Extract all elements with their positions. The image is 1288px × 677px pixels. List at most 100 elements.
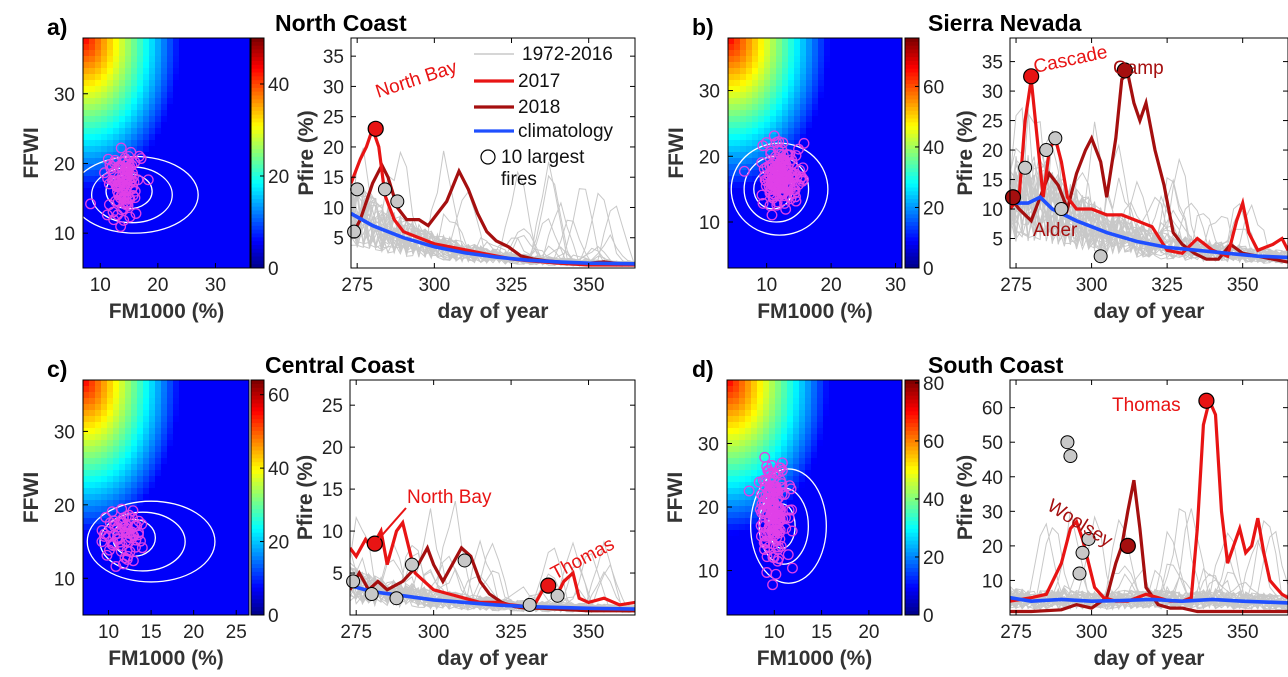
heatmap-cell <box>787 530 794 537</box>
heatmap-cell <box>728 128 735 135</box>
heatmap-cell <box>89 416 96 423</box>
heatmap-cell <box>847 446 854 453</box>
heatmap-cell <box>137 512 144 519</box>
heatmap-cell <box>239 242 246 249</box>
heatmap-cell <box>763 530 770 537</box>
heatmap-cell <box>818 86 825 93</box>
heatmap-cell <box>245 62 251 69</box>
heatmap-cell <box>83 440 90 447</box>
heatmap-cell <box>89 422 96 429</box>
heatmap-cell <box>734 170 741 177</box>
colorbar-step <box>905 225 919 231</box>
heatmap-cell <box>728 122 735 129</box>
heatmap-cell <box>794 74 801 81</box>
colorbar-frame <box>250 37 265 269</box>
heatmap-cell <box>215 62 222 69</box>
heatmap-cell <box>788 92 795 99</box>
heatmap-cell <box>239 200 246 207</box>
heatmap-cell <box>233 236 240 243</box>
heatmap-cell <box>185 236 192 243</box>
heatmap-cell <box>89 218 96 225</box>
heatmap-cell <box>95 500 102 507</box>
heatmap-cell <box>752 74 759 81</box>
heatmap-cell <box>842 218 849 225</box>
heatmap-cell <box>883 440 890 447</box>
heatmap-cell <box>853 470 860 477</box>
heatmap-cell <box>239 602 246 609</box>
colorbar-step <box>251 133 264 139</box>
heatmap-cell <box>95 212 102 219</box>
x-tick-label: 10 <box>90 275 111 296</box>
heatmap-cell <box>860 122 867 129</box>
heatmap-cell <box>209 524 216 531</box>
heatmap-cell <box>179 164 186 171</box>
heatmap-cell <box>113 464 120 471</box>
heatmap-cell <box>173 68 180 75</box>
heatmap-cell <box>865 404 872 411</box>
heatmap-cell <box>727 422 734 429</box>
heatmap-cell <box>161 146 168 153</box>
heatmap-cell <box>896 44 903 51</box>
heatmap-cell <box>728 110 735 117</box>
heatmap-cell <box>865 458 872 465</box>
heatmap-cell <box>197 410 204 417</box>
heatmap-cell <box>883 536 890 543</box>
heatmap-cell <box>209 548 216 555</box>
heatmap-cell <box>745 470 752 477</box>
heatmap-cell <box>191 578 198 585</box>
heatmap-cell <box>752 92 759 99</box>
heatmap-cell <box>740 116 747 123</box>
heatmap-cell <box>805 386 812 393</box>
heatmap-cell <box>787 458 794 465</box>
heatmap-cell <box>83 494 90 501</box>
heatmap-cell <box>823 536 830 543</box>
heatmap-cell <box>745 518 752 525</box>
heatmap-cell <box>836 128 843 135</box>
labeled-fire-marker <box>367 120 384 137</box>
heatmap-cell <box>239 506 246 513</box>
heatmap-cell <box>179 50 186 57</box>
heatmap-cell <box>203 548 210 555</box>
heatmap-cell <box>107 266 114 269</box>
heatmap-cell <box>239 50 246 57</box>
heatmap-cell <box>125 584 132 591</box>
heatmap-cell <box>890 134 897 141</box>
y-tick-label: 30 <box>982 82 1003 103</box>
heatmap-cell <box>829 530 836 537</box>
heatmap-cell <box>179 182 186 189</box>
heatmap-cell <box>221 470 228 477</box>
heatmap-cell <box>829 464 836 471</box>
heatmap-cell <box>161 182 168 189</box>
heatmap-cell <box>817 518 824 525</box>
heatmap-cell <box>836 218 843 225</box>
heatmap-cell <box>209 392 216 399</box>
heatmap-cell <box>137 122 144 129</box>
heatmap-cell <box>739 452 746 459</box>
heatmap-cell <box>884 56 891 63</box>
heatmap-cell <box>806 158 813 165</box>
heatmap-cell <box>245 212 251 219</box>
heatmap-cell <box>179 206 186 213</box>
heatmap-cell <box>101 458 108 465</box>
heatmap-cell <box>191 146 198 153</box>
heatmap-cell <box>83 266 90 269</box>
heatmap-cell <box>823 398 830 405</box>
heatmap-cell <box>125 458 132 465</box>
heatmap-cell <box>728 266 735 269</box>
heatmap-cell <box>841 512 848 519</box>
heatmap-cell <box>896 56 903 63</box>
y-axis-label: FFWI <box>20 472 43 523</box>
heatmap-cell <box>890 80 897 87</box>
heatmap-cell <box>209 506 216 513</box>
heatmap-cell <box>817 482 824 489</box>
heatmap-cell <box>866 134 873 141</box>
heatmap-cell <box>740 68 747 75</box>
heatmap-cell <box>781 386 788 393</box>
heatmap-cell <box>83 530 90 537</box>
heatmap-cell <box>131 572 138 579</box>
heatmap-cell <box>757 434 764 441</box>
heatmap-cell <box>95 134 102 141</box>
heatmap-cell <box>752 212 759 219</box>
heatmap-cell <box>197 50 204 57</box>
